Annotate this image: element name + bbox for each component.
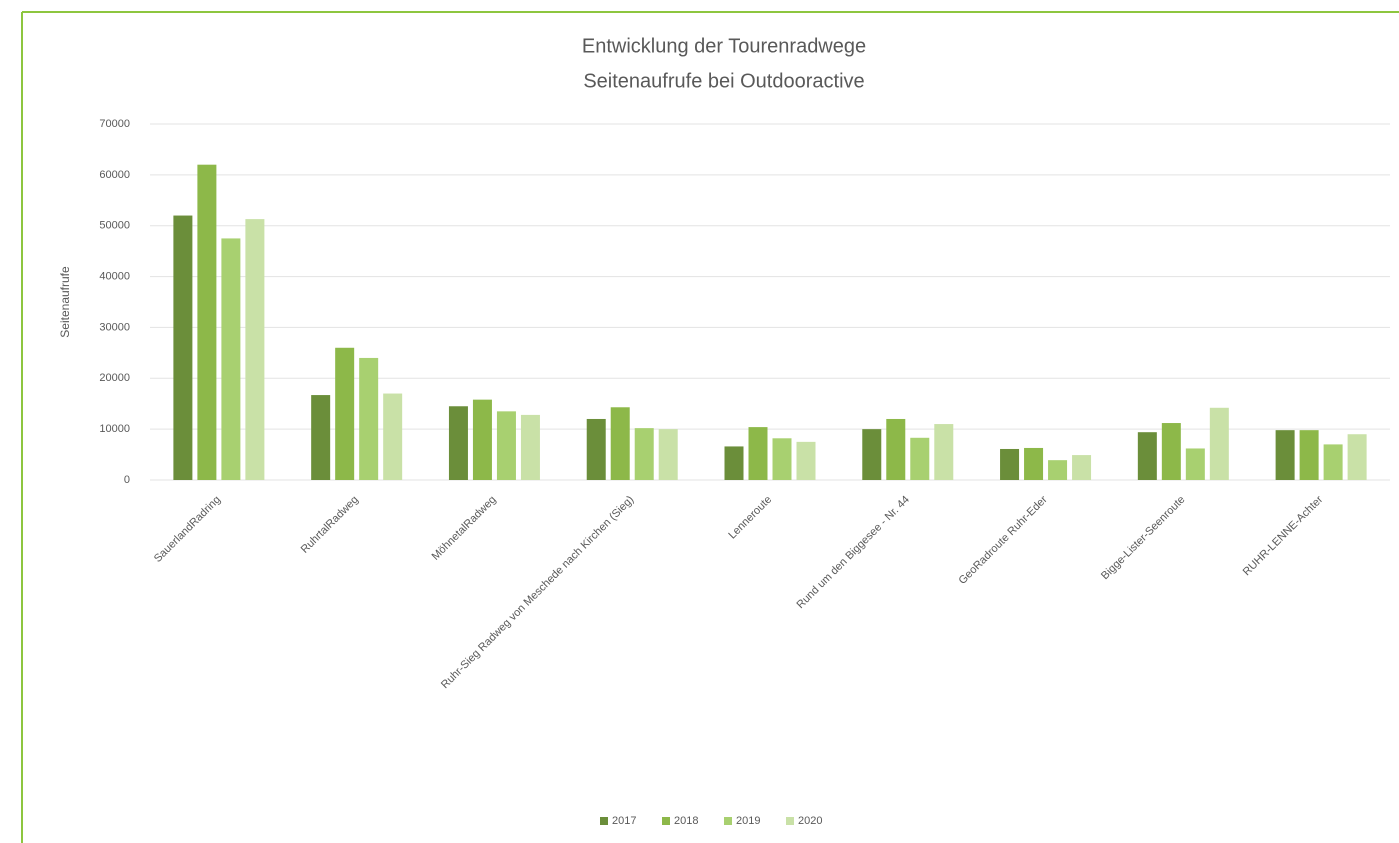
bar	[772, 438, 792, 480]
y-tick-label: 0	[124, 474, 130, 486]
y-tick-label: 60000	[99, 169, 130, 181]
legend-swatch	[724, 817, 732, 825]
bar	[245, 219, 265, 481]
chart-title: Entwicklung der Tourenradwege	[582, 35, 866, 57]
bar	[173, 215, 193, 481]
bar	[862, 429, 882, 480]
legend-label: 2018	[674, 815, 698, 827]
bar	[1072, 455, 1092, 480]
y-axis-title: Seitenaufrufe	[58, 266, 72, 338]
bar	[1185, 448, 1205, 480]
y-tick-label: 10000	[99, 423, 130, 435]
bar	[1024, 447, 1044, 480]
y-tick-label: 20000	[99, 372, 130, 384]
bar	[634, 428, 654, 480]
bar	[1000, 448, 1020, 480]
chart-subtitle: Seitenaufrufe bei Outdooractive	[583, 70, 864, 92]
bar	[1209, 407, 1229, 480]
legend-swatch	[786, 817, 794, 825]
legend-swatch	[662, 817, 670, 825]
x-tick-label: GeoRadroute Ruhr-Eder	[957, 493, 1050, 586]
legend-label: 2017	[612, 815, 636, 827]
x-tick-label: RuhrtalRadweg	[299, 494, 361, 556]
bar	[197, 164, 217, 480]
x-tick-label: Rund um den Biggesee - Nr. 44	[795, 494, 912, 611]
bar	[383, 393, 403, 480]
x-tick-label: RUHR-LENNE-Achter	[1241, 493, 1326, 578]
legend-swatch	[600, 817, 608, 825]
legend-label: 2020	[798, 815, 822, 827]
bar	[886, 418, 906, 480]
bar	[359, 357, 379, 480]
bar	[748, 427, 768, 480]
bar	[1161, 423, 1181, 480]
bar	[910, 437, 930, 480]
bar	[796, 441, 816, 480]
bar	[496, 411, 516, 480]
y-tick-label: 50000	[99, 220, 130, 232]
x-tick-label: Bigge-Lister-Seenroute	[1099, 494, 1187, 582]
bar	[311, 395, 331, 480]
bar	[221, 238, 241, 480]
bar	[1048, 460, 1068, 480]
bar	[335, 347, 355, 480]
x-tick-label: SauerlandRadring	[152, 494, 223, 565]
bar	[448, 406, 468, 480]
x-tick-label: Lenneroute	[726, 494, 774, 542]
bar	[934, 424, 954, 480]
y-tick-label: 70000	[99, 118, 130, 130]
bar	[1323, 444, 1343, 480]
bar	[724, 446, 744, 480]
legend-label: 2019	[736, 815, 760, 827]
bar	[586, 418, 606, 480]
y-tick-label: 30000	[99, 321, 130, 333]
bar	[1299, 430, 1319, 480]
bar	[472, 399, 492, 480]
bar	[1137, 432, 1157, 480]
bar	[1347, 434, 1367, 480]
bar	[1275, 430, 1295, 480]
bar	[610, 407, 630, 480]
x-tick-label: MöhnetalRadweg	[430, 494, 499, 563]
y-tick-label: 40000	[99, 270, 130, 282]
bar	[520, 414, 540, 480]
bar	[658, 429, 678, 480]
